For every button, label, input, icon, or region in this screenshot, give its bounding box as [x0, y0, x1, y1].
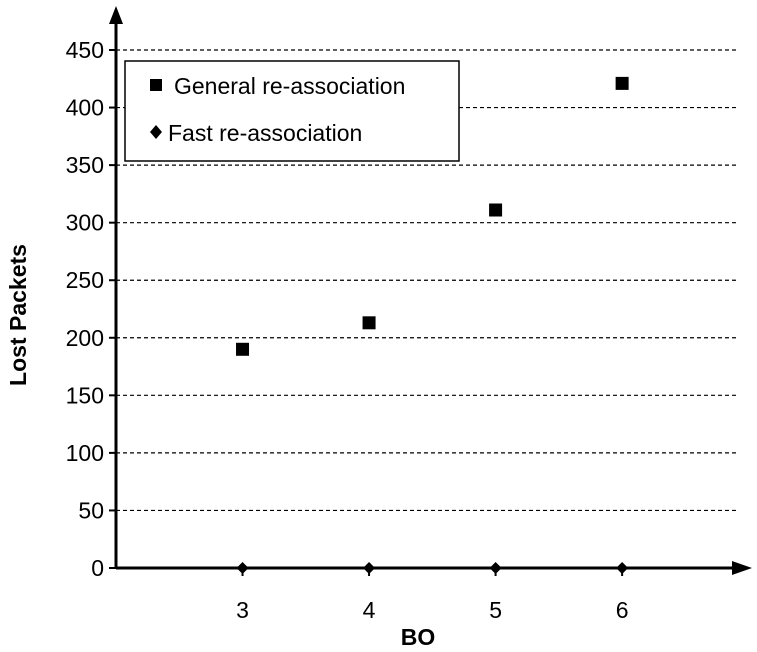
- x-axis-arrow: [732, 561, 752, 575]
- legend-label-general: General re-association: [174, 73, 405, 99]
- axes: [109, 6, 752, 575]
- y-tick-label: 50: [78, 497, 104, 523]
- y-tick-label: 100: [66, 440, 104, 466]
- point-fast-reassociation: [489, 562, 502, 574]
- legend-box: [124, 60, 460, 162]
- y-tick-label: 250: [66, 267, 104, 293]
- y-tick-label: 400: [66, 95, 104, 121]
- y-axis-title: Lost Packets: [5, 244, 31, 386]
- point-general-reassociation: [489, 203, 503, 217]
- legend-label-fast: Fast re-association: [168, 120, 362, 146]
- y-tick-label: 450: [66, 37, 104, 63]
- point-general-reassociation: [615, 76, 629, 90]
- x-tick-label: 3: [236, 597, 249, 623]
- x-tick-label: 4: [363, 597, 376, 623]
- y-tick-label: 200: [66, 325, 104, 351]
- point-general-reassociation: [236, 342, 250, 356]
- y-tick-label: 300: [66, 210, 104, 236]
- x-axis-title: BO: [401, 624, 436, 650]
- y-tick-label: 150: [66, 382, 104, 408]
- data-marks: [236, 76, 629, 574]
- point-fast-reassociation: [236, 562, 249, 574]
- point-fast-reassociation: [363, 562, 376, 574]
- x-tick-label: 5: [489, 597, 502, 623]
- y-tick-label: 350: [66, 152, 104, 178]
- legend: General re-association Fast re-associati…: [124, 60, 460, 162]
- legend-marker-general: [150, 79, 162, 91]
- x-tick-label: 6: [616, 597, 629, 623]
- y-axis-arrow: [109, 6, 123, 24]
- x-ticks: 3 4 5 6: [236, 568, 629, 623]
- y-tick-label: 0: [91, 555, 104, 581]
- y-ticks: 0 50 100 150 200 250 300 350 400 450: [66, 37, 116, 581]
- point-general-reassociation: [362, 316, 376, 330]
- legend-marker-fast: [150, 125, 162, 139]
- point-fast-reassociation: [616, 562, 629, 574]
